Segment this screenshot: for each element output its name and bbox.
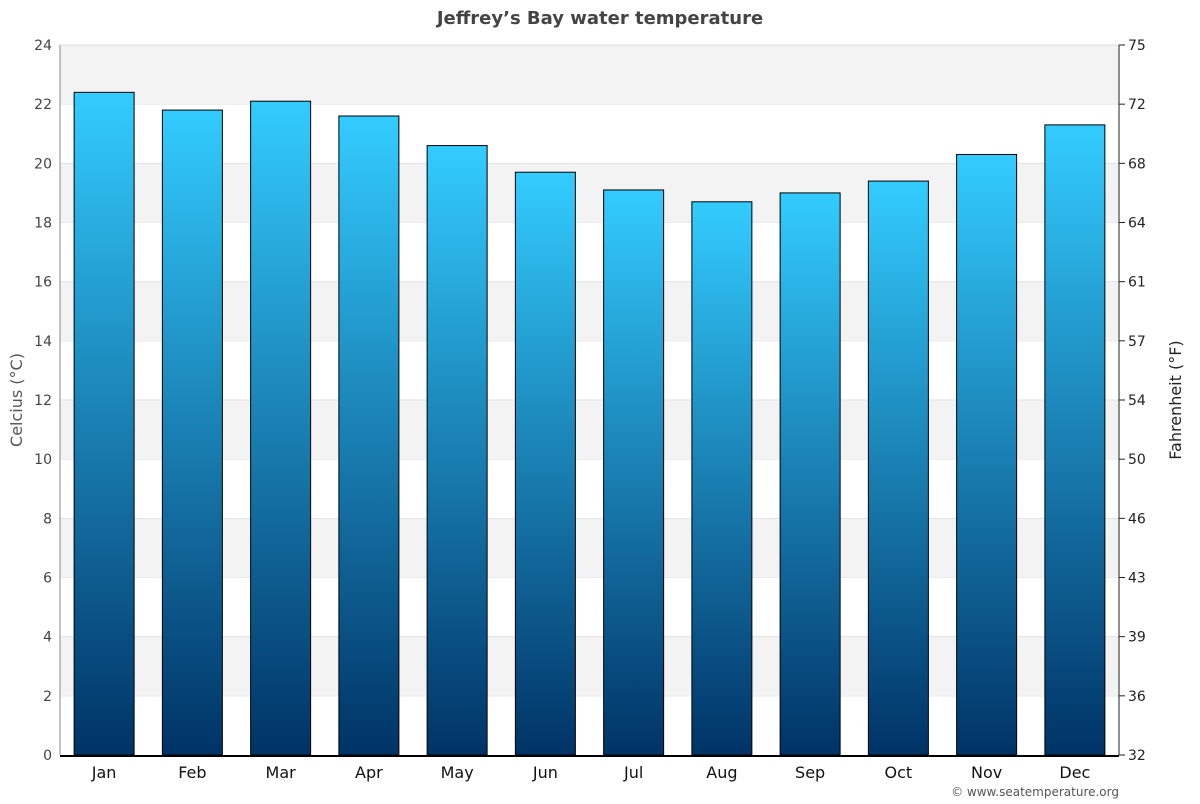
bar-mar <box>250 100 312 756</box>
y2-tick-label: 57 <box>1128 334 1146 350</box>
y-tick-label: 16 <box>34 275 52 291</box>
footer-credit: © www.seatemperature.org <box>951 785 1119 799</box>
y-axis-label: Celcius (°C) <box>7 353 26 447</box>
y2-tick-label: 64 <box>1128 216 1146 232</box>
y-tick-label: 24 <box>34 38 52 54</box>
y-tick-label: 20 <box>34 156 52 172</box>
y2-axis-label: Fahrenheit (°F) <box>1166 340 1185 459</box>
bar-aug <box>691 201 753 756</box>
y-tick-label: 14 <box>34 334 52 350</box>
bar-jan <box>73 91 135 756</box>
grid-band <box>60 636 1119 696</box>
y2-tick-label: 43 <box>1128 571 1146 587</box>
y-tick-label: 22 <box>34 97 52 113</box>
y-tick-label: 4 <box>43 630 52 646</box>
y-tick-label: 18 <box>34 216 52 232</box>
y2-tick-label: 68 <box>1128 156 1146 172</box>
grid-band <box>60 518 1119 578</box>
bar-may <box>426 145 488 756</box>
x-tick-label: Sep <box>795 763 825 782</box>
x-tick-label: Dec <box>1059 763 1090 782</box>
y-tick-label: 2 <box>43 689 52 705</box>
chart-title: Jeffrey’s Bay water temperature <box>435 8 763 29</box>
y-tick-label: 10 <box>34 452 52 468</box>
x-tick-label: May <box>441 763 474 782</box>
y2-tick-label: 61 <box>1128 275 1146 291</box>
y2-tick-label: 54 <box>1128 393 1146 409</box>
y2-tick-label: 36 <box>1128 689 1146 705</box>
y2-tick-label: 50 <box>1128 452 1146 468</box>
x-tick-label: Jun <box>532 763 558 782</box>
x-tick-label: Feb <box>178 763 206 782</box>
y2-tick-label: 39 <box>1128 630 1146 646</box>
bar-apr <box>338 115 400 756</box>
bar-jul <box>603 189 665 756</box>
grid-band <box>60 45 1119 105</box>
x-tick-label: Mar <box>266 763 297 782</box>
x-tick-label: Jul <box>623 763 643 782</box>
y-tick-label: 0 <box>43 748 52 764</box>
x-tick-label: Oct <box>885 763 913 782</box>
bar-nov <box>956 153 1018 756</box>
y-tick-label: 6 <box>43 571 52 587</box>
y-tick-label: 12 <box>34 393 52 409</box>
y2-tick-label: 46 <box>1128 511 1146 527</box>
bar-feb <box>161 109 223 756</box>
x-tick-label: Apr <box>355 763 383 782</box>
x-tick-label: Aug <box>706 763 737 782</box>
grid-band <box>60 163 1119 223</box>
grid-band <box>60 400 1119 460</box>
bar-sep <box>779 192 841 756</box>
y2-tick-label: 75 <box>1128 38 1146 54</box>
x-tick-label: Jan <box>91 763 117 782</box>
bar-oct <box>867 180 929 756</box>
y2-tick-label: 32 <box>1128 748 1146 764</box>
bar-dec <box>1044 124 1106 756</box>
bar-jun <box>514 171 576 756</box>
grid-band <box>60 281 1119 341</box>
x-tick-label: Nov <box>971 763 1002 782</box>
y-tick-label: 8 <box>43 511 52 527</box>
y2-tick-label: 72 <box>1128 97 1146 113</box>
